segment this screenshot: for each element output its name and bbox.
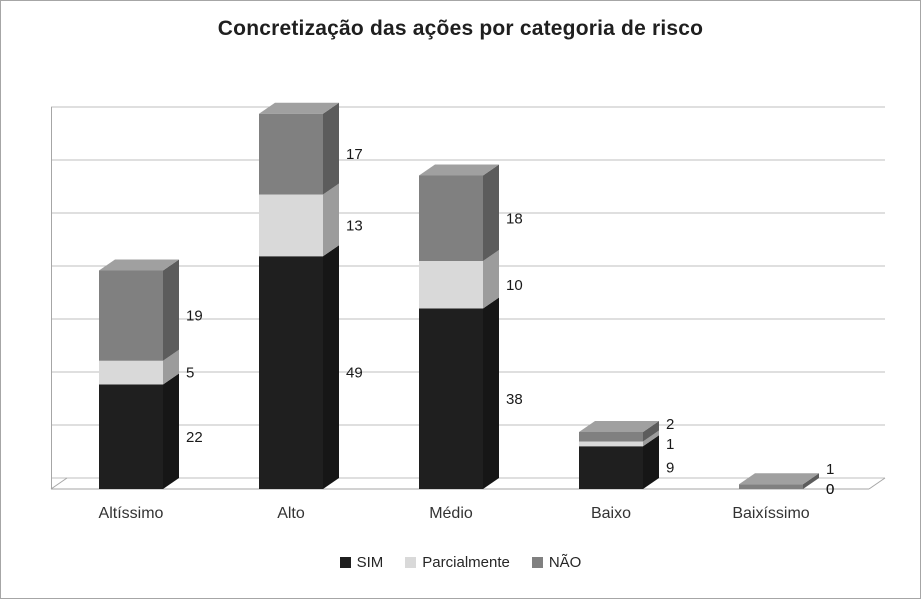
bar-segment	[739, 484, 803, 489]
bar-side-face	[803, 473, 819, 489]
legend-swatch-nao	[531, 557, 543, 568]
data-label: 17	[346, 146, 363, 163]
bar-side-face	[323, 245, 339, 489]
category-label: Médio	[429, 505, 473, 522]
bar-segment	[259, 194, 323, 257]
bar-segment	[419, 308, 483, 489]
data-label: 49	[346, 365, 363, 382]
data-label: 22	[186, 429, 203, 446]
floor-left-edge	[50, 477, 68, 490]
chart-title: Concretização das ações por categoria de…	[217, 17, 704, 40]
bar-side-face	[483, 164, 499, 261]
bar-top-face	[739, 473, 819, 485]
data-label: 2	[666, 416, 674, 433]
bar-segment	[259, 113, 323, 195]
legend-item-sim: SIM	[339, 554, 384, 571]
data-label: 5	[186, 365, 194, 382]
bar-side-face	[643, 435, 659, 489]
bar-segment	[99, 384, 163, 489]
bar-top-face	[419, 164, 499, 176]
data-label: 19	[186, 308, 203, 325]
bar-top-face	[579, 421, 659, 432]
floor-right-edge	[868, 477, 886, 490]
legend-swatch-parcialmente	[405, 557, 417, 568]
bar-side-face	[323, 102, 339, 195]
data-label: 13	[346, 217, 363, 234]
bar-segment	[419, 261, 483, 309]
data-label: 1	[666, 436, 674, 453]
bar-side-face	[483, 297, 499, 489]
bar-segment	[99, 360, 163, 385]
data-label: 18	[506, 210, 523, 227]
bar-side-face	[163, 259, 179, 361]
bar-segment	[99, 270, 163, 361]
bar-side-face	[483, 250, 499, 309]
category-label: Alto	[277, 505, 305, 522]
bar-top-face	[99, 259, 179, 271]
bar-segment	[579, 446, 643, 489]
bar-side-face	[163, 349, 179, 385]
data-label: 0	[826, 481, 834, 498]
legend-label-sim: SIM	[356, 554, 384, 571]
legend: SIM Parcialmente NÃO	[1, 554, 920, 571]
bar-segment	[419, 175, 483, 261]
bar-side-face	[643, 421, 659, 442]
bar-side-face	[323, 183, 339, 257]
bar-side-face	[163, 373, 179, 489]
bar-side-face	[643, 430, 659, 447]
bar-segment	[579, 441, 643, 447]
bar-segment	[259, 256, 323, 489]
category-label: Baixo	[591, 505, 631, 522]
bar-top-face	[259, 102, 339, 114]
data-label: 0	[826, 481, 834, 498]
data-label: 9	[666, 460, 674, 477]
legend-item-parcialmente: Parcialmente	[405, 554, 510, 571]
legend-label-parcialmente: Parcialmente	[422, 554, 510, 571]
legend-label-nao: NÃO	[548, 554, 582, 571]
data-label: 1	[826, 461, 834, 478]
category-label: Altíssimo	[99, 505, 164, 522]
data-label: 10	[506, 277, 523, 294]
legend-item-nao: NÃO	[531, 554, 582, 571]
legend-swatch-sim	[339, 557, 351, 568]
data-label: 38	[506, 391, 523, 408]
bar-segment	[579, 432, 643, 442]
category-label: Baixíssimo	[732, 505, 809, 522]
